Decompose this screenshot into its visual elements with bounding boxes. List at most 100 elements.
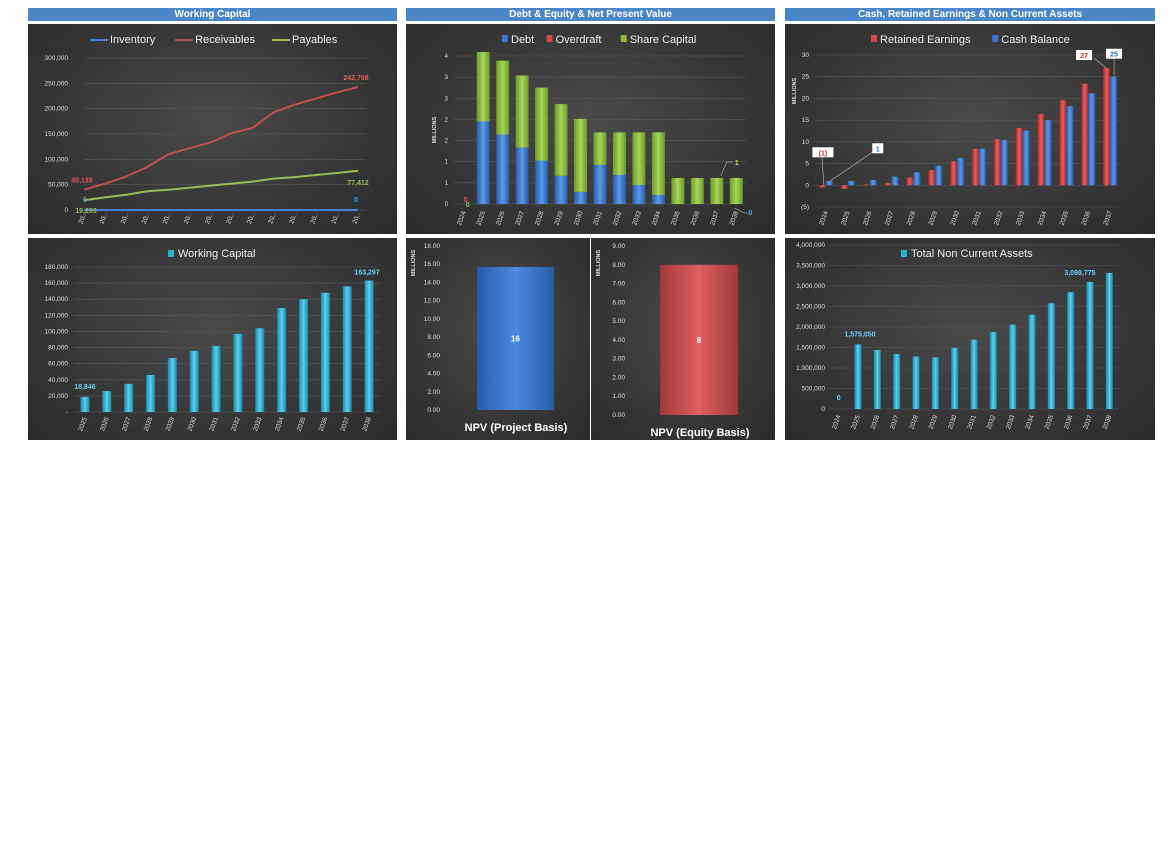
x-tick-label: 20.. bbox=[141, 212, 151, 225]
y-tick-label: 100,000 bbox=[45, 156, 69, 163]
data-label: 18,846 bbox=[74, 384, 96, 391]
bar-non-current-assets bbox=[931, 357, 939, 409]
legend-label: Overdraft bbox=[556, 34, 602, 46]
x-tick-label: 2031 bbox=[966, 414, 978, 430]
legend-swatch bbox=[502, 35, 508, 42]
data-label: 1 bbox=[735, 160, 739, 167]
bar-cash-balance bbox=[1044, 120, 1052, 186]
data-label-box bbox=[1076, 50, 1093, 61]
y-tick-label: 180,000 bbox=[45, 264, 69, 271]
y-tick-label: 100,000 bbox=[45, 328, 69, 335]
bar-cash-balance bbox=[957, 157, 965, 186]
bar-working-capital bbox=[167, 358, 177, 412]
data-label: 16 bbox=[511, 334, 520, 343]
data-label-box bbox=[872, 143, 884, 154]
x-tick-label: 2037 bbox=[709, 210, 721, 226]
data-label-box bbox=[812, 147, 834, 158]
data-label-box bbox=[1106, 48, 1123, 59]
chart-nca: 4,000,000 3,500,000 3,000,000 2,500,000 2,00… bbox=[796, 242, 1119, 430]
y-tick-label: 3 bbox=[445, 96, 449, 102]
y-tick-label: 0 bbox=[805, 182, 809, 189]
bar-non-current-assets bbox=[1028, 314, 1036, 409]
y-axis-title: MILLIONS bbox=[411, 250, 417, 277]
legend-label: Share Capital bbox=[630, 34, 697, 46]
chart-debt-equity: 4 3 3 2 2 1 1 0 MILLIONS 2024 2025 2026 2027 2028 2029… bbox=[432, 34, 752, 226]
y-tick-label: 500,000 bbox=[802, 386, 826, 393]
data-label: 19,293 bbox=[75, 208, 97, 215]
chart-title: Working Capital bbox=[178, 248, 255, 260]
bar-debt bbox=[632, 184, 646, 204]
panel-wc-bars: 180,000 160,000 140,000 120,000 100,000 80,00… bbox=[28, 238, 397, 440]
bar-working-capital bbox=[211, 345, 221, 412]
y-tick-label: 250,000 bbox=[45, 80, 69, 87]
bar-working-capital bbox=[277, 308, 287, 412]
x-tick-label: 2031 bbox=[208, 416, 220, 432]
x-tick-label: 2026 bbox=[495, 210, 507, 226]
x-tick-label: 2035 bbox=[1044, 414, 1056, 430]
bar-share-capital bbox=[671, 177, 685, 204]
panel-npv-project: 18.00 16.00 14.00 12.00 10.00 8.00 6.00 4.00 2.0… bbox=[406, 238, 590, 440]
bar-working-capital bbox=[189, 350, 199, 412]
y-tick-label: 4,000,000 bbox=[796, 242, 825, 249]
panel-wc-lines: 300,000 250,000 200,000 150,000 100,000 50,00… bbox=[28, 24, 397, 234]
x-tick-label: 2024 bbox=[456, 210, 468, 226]
y-axis-title: MILLIONS bbox=[596, 250, 602, 277]
data-label: 8 bbox=[697, 336, 702, 345]
bar-retained-earnings bbox=[1103, 68, 1111, 186]
legend-label: Payables bbox=[292, 34, 338, 46]
data-label: 0 bbox=[748, 210, 752, 217]
y-tick-label: 2 bbox=[445, 117, 449, 123]
panel-nca: 4,000,000 3,500,000 3,000,000 2,500,000 2,00… bbox=[785, 238, 1155, 440]
data-label: 27 bbox=[1080, 53, 1088, 60]
x-tick-label: 2027 bbox=[889, 414, 901, 430]
y-tick-label: (5) bbox=[801, 204, 809, 211]
bar-working-capital bbox=[80, 396, 90, 412]
bar-cash-balance bbox=[847, 180, 855, 186]
data-label: 25 bbox=[1110, 52, 1118, 59]
y-tick-label: 2,500,000 bbox=[796, 304, 825, 311]
bar-cash-balance bbox=[935, 165, 943, 186]
bar-cash-balance bbox=[913, 172, 921, 186]
x-tick-label: 2026 bbox=[870, 414, 882, 430]
bar-cash-balance bbox=[1110, 76, 1118, 186]
x-tick-label: 2029 bbox=[165, 416, 177, 432]
y-tick-label: 300,000 bbox=[45, 55, 69, 62]
bar-debt bbox=[476, 121, 490, 204]
y-tick-label: 6.00 bbox=[612, 299, 625, 306]
y-tick-label: 16.00 bbox=[424, 261, 441, 268]
bar-non-current-assets bbox=[854, 344, 862, 409]
y-tick-label: 1,500,000 bbox=[796, 345, 825, 352]
x-tick-label: 2034 bbox=[1024, 414, 1036, 430]
panel-npv-equity: 9.00 8.00 7.00 6.00 5.00 4.00 3.00 2.00 1.00 0.00… bbox=[591, 238, 775, 440]
legend-label: Cash Balance bbox=[1001, 34, 1070, 46]
x-category-label: NPV (Equity Basis) bbox=[650, 427, 749, 439]
x-tick-label: 2026 bbox=[862, 210, 874, 226]
x-tick-label: 2036 bbox=[1063, 414, 1075, 430]
y-tick-label: 200,000 bbox=[45, 106, 69, 113]
bar-debt bbox=[515, 147, 529, 204]
y-tick-label: 0 bbox=[821, 406, 825, 413]
bar-share-capital bbox=[710, 177, 724, 204]
y-tick-label: 3 bbox=[445, 75, 449, 81]
x-tick-label: 2037 bbox=[1102, 210, 1114, 226]
x-tick-label: 2028 bbox=[143, 416, 155, 432]
x-tick-label: 2027 bbox=[514, 210, 526, 226]
y-tick-label: 60,000 bbox=[48, 361, 68, 368]
y-tick-label: 40,000 bbox=[48, 377, 68, 384]
header-working-capital: Working Capital bbox=[28, 8, 397, 21]
y-tick-label: 10.00 bbox=[424, 316, 441, 323]
panel-debt-equity: 4 3 3 2 2 1 1 0 MILLIONS 2024 2025 2026 2027 2028 2029… bbox=[406, 24, 775, 234]
header-debt-equity-npv: Debt & Equity & Net Present Value bbox=[406, 8, 775, 21]
y-tick-label: 5 bbox=[805, 161, 809, 168]
bar-working-capital bbox=[342, 286, 352, 412]
x-tick-label: 20.. bbox=[267, 212, 277, 225]
x-tick-label: 2028 bbox=[908, 414, 920, 430]
x-tick-label: 2034 bbox=[1037, 210, 1049, 226]
legend-swatch bbox=[620, 35, 627, 42]
legend-swatch bbox=[546, 35, 553, 42]
bar-non-current-assets bbox=[1009, 324, 1017, 409]
x-tick-label: 2031 bbox=[592, 210, 604, 226]
x-tick-label: 2029 bbox=[928, 210, 940, 226]
bar-debt bbox=[535, 160, 549, 204]
y-tick-label: 7.00 bbox=[612, 281, 625, 288]
